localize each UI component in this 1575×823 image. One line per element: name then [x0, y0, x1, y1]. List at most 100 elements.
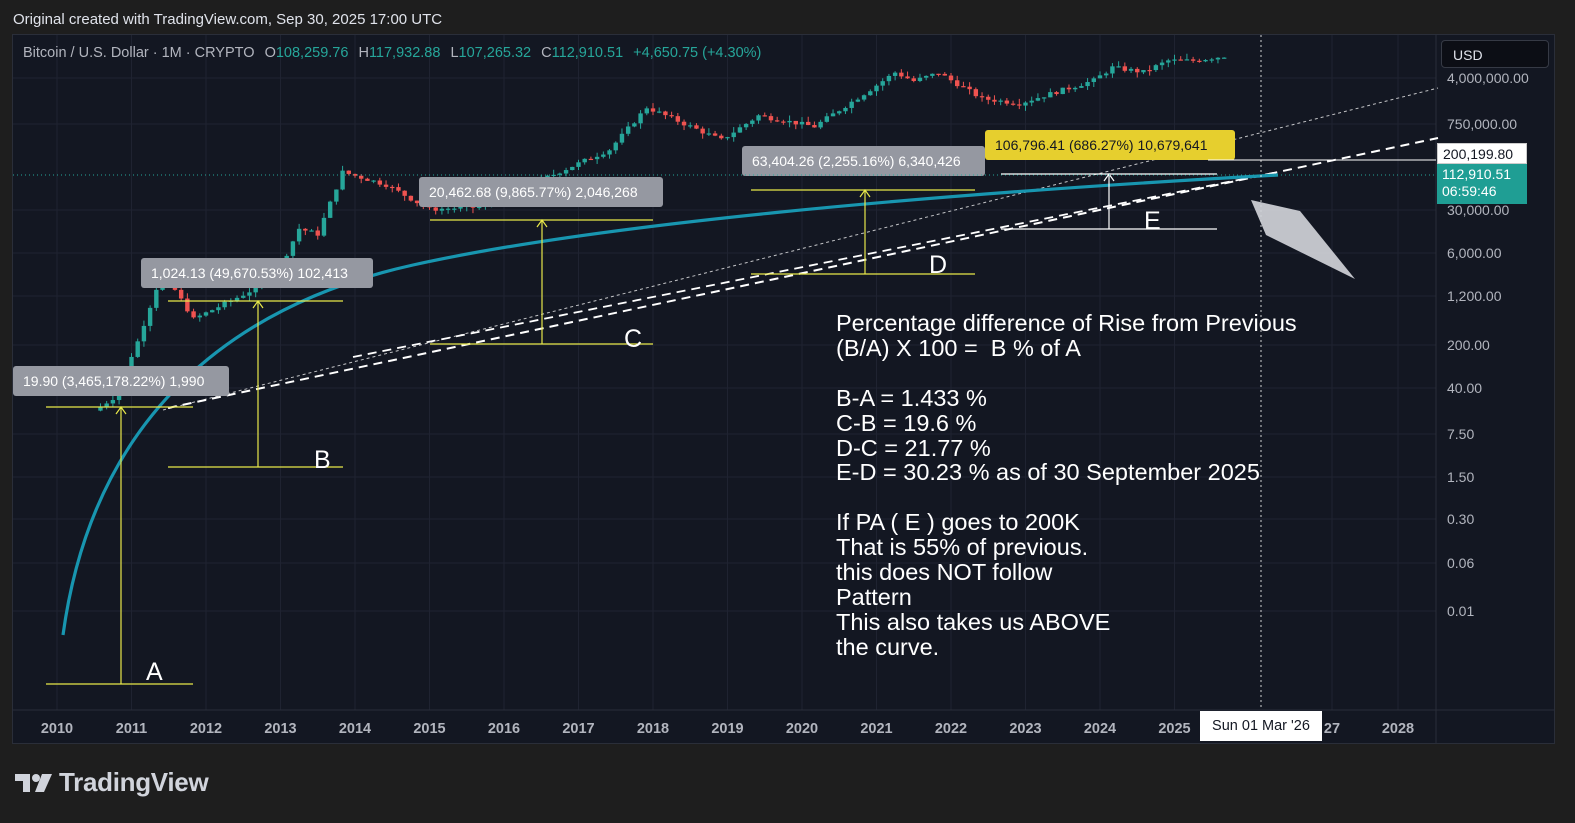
candle-body [1004, 100, 1010, 104]
candle-body [855, 99, 861, 102]
measure-info-text: 19.90 (3,465,178.22%) 1,990 [23, 373, 205, 389]
point-label: A [146, 658, 163, 686]
close-label: C [541, 45, 552, 61]
y-tick-label: 750,000.00 [1447, 116, 1517, 132]
candle-body [694, 125, 699, 129]
candle-body [98, 406, 103, 411]
y-tick-label: 4,000,000.00 [1447, 70, 1529, 86]
candle-body [899, 72, 904, 77]
candle-body [129, 356, 134, 370]
candle-body [601, 154, 606, 157]
candle-body [433, 207, 438, 211]
candle-body [936, 73, 941, 75]
price-axis[interactable]: 4,000,000.00 750,000.00 30,000.00 6,000.00 1… [1447, 70, 1529, 619]
candle-body [1097, 75, 1103, 79]
x-tick-label: 2014 [339, 721, 371, 737]
candle-body [886, 75, 892, 82]
measure-info-box [141, 258, 373, 288]
candle-body [812, 125, 817, 128]
last-price-label: 112,910.51 06:59:46 [1437, 164, 1527, 204]
candle-body [1135, 68, 1140, 73]
high-value: 117,932.88 [368, 45, 441, 61]
candle-body [383, 184, 389, 187]
candle-body [439, 208, 445, 211]
x-tick-label: 2013 [264, 721, 296, 737]
candle-body [309, 230, 314, 232]
y-tick-label: 200.00 [1447, 337, 1490, 353]
candle-body [725, 137, 730, 139]
currency-selector[interactable]: USD [1441, 40, 1549, 68]
x-tick-label: 2021 [860, 721, 892, 737]
x-tick-label: 2019 [711, 721, 743, 737]
candle-body [1166, 60, 1171, 63]
candle-body [1110, 66, 1115, 74]
tradingview-logo-icon [15, 774, 52, 792]
tradingview-brand[interactable]: TradingView [15, 766, 209, 797]
x-tick-label: 2015 [413, 721, 445, 737]
candle-body [1153, 65, 1159, 71]
candle-body [1197, 60, 1202, 62]
candle-body [414, 200, 420, 204]
candle-body [458, 206, 463, 209]
x-tick-label: 2028 [1382, 721, 1414, 737]
x-tick-label: 2016 [488, 721, 520, 737]
candle-body [1159, 62, 1165, 66]
candle-body [923, 75, 929, 78]
candle-body [135, 341, 140, 357]
candle-body [1085, 82, 1090, 87]
candle-body [241, 295, 246, 298]
measure-arrowhead [536, 218, 548, 228]
close-value: 112,910.51 [551, 45, 624, 61]
candle-body [992, 99, 997, 102]
candle-body [948, 75, 954, 81]
candle-body [638, 113, 643, 124]
low-value: 107,265.32 [458, 45, 532, 61]
y-tick-label: 6,000.00 [1447, 245, 1502, 261]
candle-body [961, 86, 966, 88]
candle-body [1023, 102, 1028, 106]
y-tick-label: 1.50 [1447, 469, 1474, 485]
trend-lines [162, 87, 1439, 411]
candle-body [967, 86, 972, 90]
measure-arrowhead [115, 405, 127, 415]
candle-body [625, 126, 631, 134]
candle-body [1054, 92, 1059, 95]
change-value: +4,650.75 (+4.30%) [633, 45, 762, 61]
brand-name: TradingView [59, 766, 209, 797]
candle-body [955, 80, 960, 87]
candle-body [327, 201, 333, 218]
measurement-tools: A 19.90 (3,465,178.22%) 1,990 B 1,024.13 (4… [13, 130, 1235, 686]
candle-body [644, 108, 649, 114]
candle-body [191, 311, 196, 318]
candle-body [613, 142, 618, 151]
candle-body [290, 241, 296, 256]
chart-panel[interactable]: A 19.90 (3,465,178.22%) 1,990 B 1,024.13 (4… [12, 34, 1555, 744]
price-chart[interactable]: A 19.90 (3,465,178.22%) 1,990 B 1,024.13 (4… [13, 35, 1555, 744]
candle-body [793, 120, 798, 125]
point-label: E [1144, 207, 1161, 235]
price-lines [13, 35, 1436, 710]
candle-body [650, 108, 656, 112]
x-tick-label: 2020 [786, 721, 818, 737]
candle-body [892, 72, 898, 76]
candle-body [445, 208, 451, 210]
candle-body [681, 121, 687, 126]
candle-body [1178, 59, 1183, 61]
candle-body [942, 73, 947, 76]
candle-body [222, 301, 227, 308]
candle-body [303, 228, 308, 231]
time-axis[interactable]: 2010 2011 2012 2013 2014 2015 2016 2017 2018 2019… [41, 721, 1414, 737]
candle-body [321, 217, 327, 236]
target-price-label: 200,199.80 [1437, 143, 1527, 164]
candle-body [619, 133, 625, 143]
measure-info-box [13, 366, 229, 396]
measure-info-text: 20,462.68 (9,865.77%) 2,046,268 [429, 184, 638, 200]
candle-body [545, 175, 550, 179]
x-tick-label: 2012 [190, 721, 222, 737]
point-label: D [929, 251, 947, 279]
measure-arrowhead [859, 188, 871, 198]
y-tick-label: 1,200.00 [1447, 288, 1502, 304]
candle-body [1116, 66, 1121, 68]
candle-body [632, 123, 637, 127]
x-tick-label: 2025 [1158, 721, 1190, 737]
